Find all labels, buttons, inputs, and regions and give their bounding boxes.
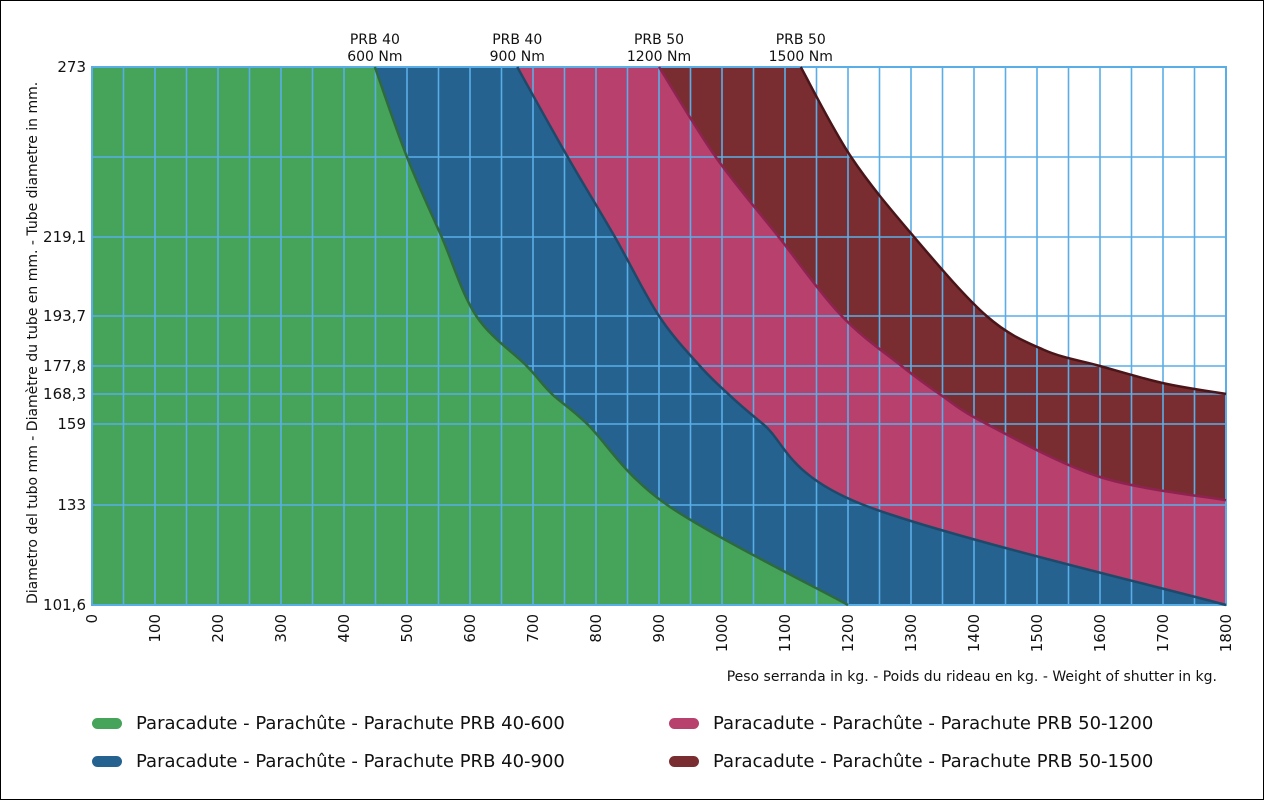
top-label-model: PRB 40 xyxy=(350,32,400,48)
y-axis-label: Diametro del tubo mm - Diamètre du tube … xyxy=(25,82,41,604)
legend-label: Paracadute - Parachûte - Parachute PRB 5… xyxy=(713,713,1154,734)
legend-label: Paracadute - Parachûte - Parachute PRB 4… xyxy=(136,713,565,734)
x-tick-label: 900 xyxy=(650,614,668,643)
top-label-torque: 600 Nm xyxy=(347,49,402,65)
top-label-model: PRB 50 xyxy=(634,32,684,48)
chart-series-lines xyxy=(373,66,1227,607)
x-tick-label: 700 xyxy=(524,614,542,643)
legend-item: Paracadute - Parachûte - Parachute PRB 5… xyxy=(669,713,1153,734)
legend-item: Paracadute - Parachûte - Parachute PRB 5… xyxy=(669,751,1153,772)
legend-swatch xyxy=(92,718,122,729)
series-line-0 xyxy=(373,66,849,607)
y-tick-label: 101,6 xyxy=(43,596,86,614)
x-tick-label: 1000 xyxy=(713,614,731,652)
top-label-torque: 1500 Nm xyxy=(769,49,833,65)
legend-item: Paracadute - Parachûte - Parachute PRB 4… xyxy=(92,751,565,772)
x-tick-label: 400 xyxy=(335,614,353,643)
y-tick-label: 168,3 xyxy=(43,385,86,403)
legend-swatch xyxy=(92,756,122,767)
x-tick-label: 600 xyxy=(461,614,479,643)
y-tick-label: 177,8 xyxy=(43,357,86,375)
x-tick-label: 1500 xyxy=(1028,614,1046,652)
x-tick-label: 1300 xyxy=(902,614,920,652)
top-label-model: PRB 40 xyxy=(492,32,542,48)
series-line-3 xyxy=(799,66,1227,396)
x-tick-label: 1400 xyxy=(965,614,983,652)
top-label-model: PRB 50 xyxy=(776,32,826,48)
x-tick-label: 1200 xyxy=(839,614,857,652)
x-tick-label: 1700 xyxy=(1154,614,1172,652)
legend-swatch xyxy=(669,756,699,767)
series-line-2 xyxy=(657,66,1227,502)
x-tick-label: 800 xyxy=(587,614,605,643)
y-tick-label: 133 xyxy=(57,496,86,514)
legend-item: Paracadute - Parachûte - Parachute PRB 4… xyxy=(92,713,565,734)
legend-label: Paracadute - Parachûte - Parachute PRB 5… xyxy=(713,751,1154,772)
x-tick-label: 300 xyxy=(272,614,290,643)
x-tick-label: 0 xyxy=(83,614,101,624)
y-axis-ticks: 273 219,1 193,7 177,8 168,3 159 133 101,6 xyxy=(43,58,86,614)
chart-grid xyxy=(91,66,1227,606)
top-label-torque: 1200 Nm xyxy=(627,49,691,65)
x-tick-label: 1800 xyxy=(1217,614,1235,652)
legend-swatch xyxy=(669,718,699,729)
y-tick-label: 193,7 xyxy=(43,307,86,325)
x-tick-label: 500 xyxy=(398,614,416,643)
x-axis-ticks: 0 100 200 300 400 500 600 700 800 900 1000 1100 1200… xyxy=(83,614,1235,652)
y-tick-label: 219,1 xyxy=(43,228,86,246)
x-tick-label: 1600 xyxy=(1091,614,1109,652)
top-label-torque: 900 Nm xyxy=(490,49,545,65)
x-tick-label: 1100 xyxy=(776,614,794,652)
x-tick-label: 100 xyxy=(146,614,164,643)
y-tick-label: 159 xyxy=(57,415,86,433)
legend-label: Paracadute - Parachûte - Parachute PRB 4… xyxy=(136,751,565,772)
x-tick-label: 200 xyxy=(209,614,227,643)
series-line-1 xyxy=(516,66,1227,607)
y-tick-label: 273 xyxy=(57,58,86,76)
x-axis-label: Peso serranda in kg. - Poids du rideau e… xyxy=(727,669,1217,685)
